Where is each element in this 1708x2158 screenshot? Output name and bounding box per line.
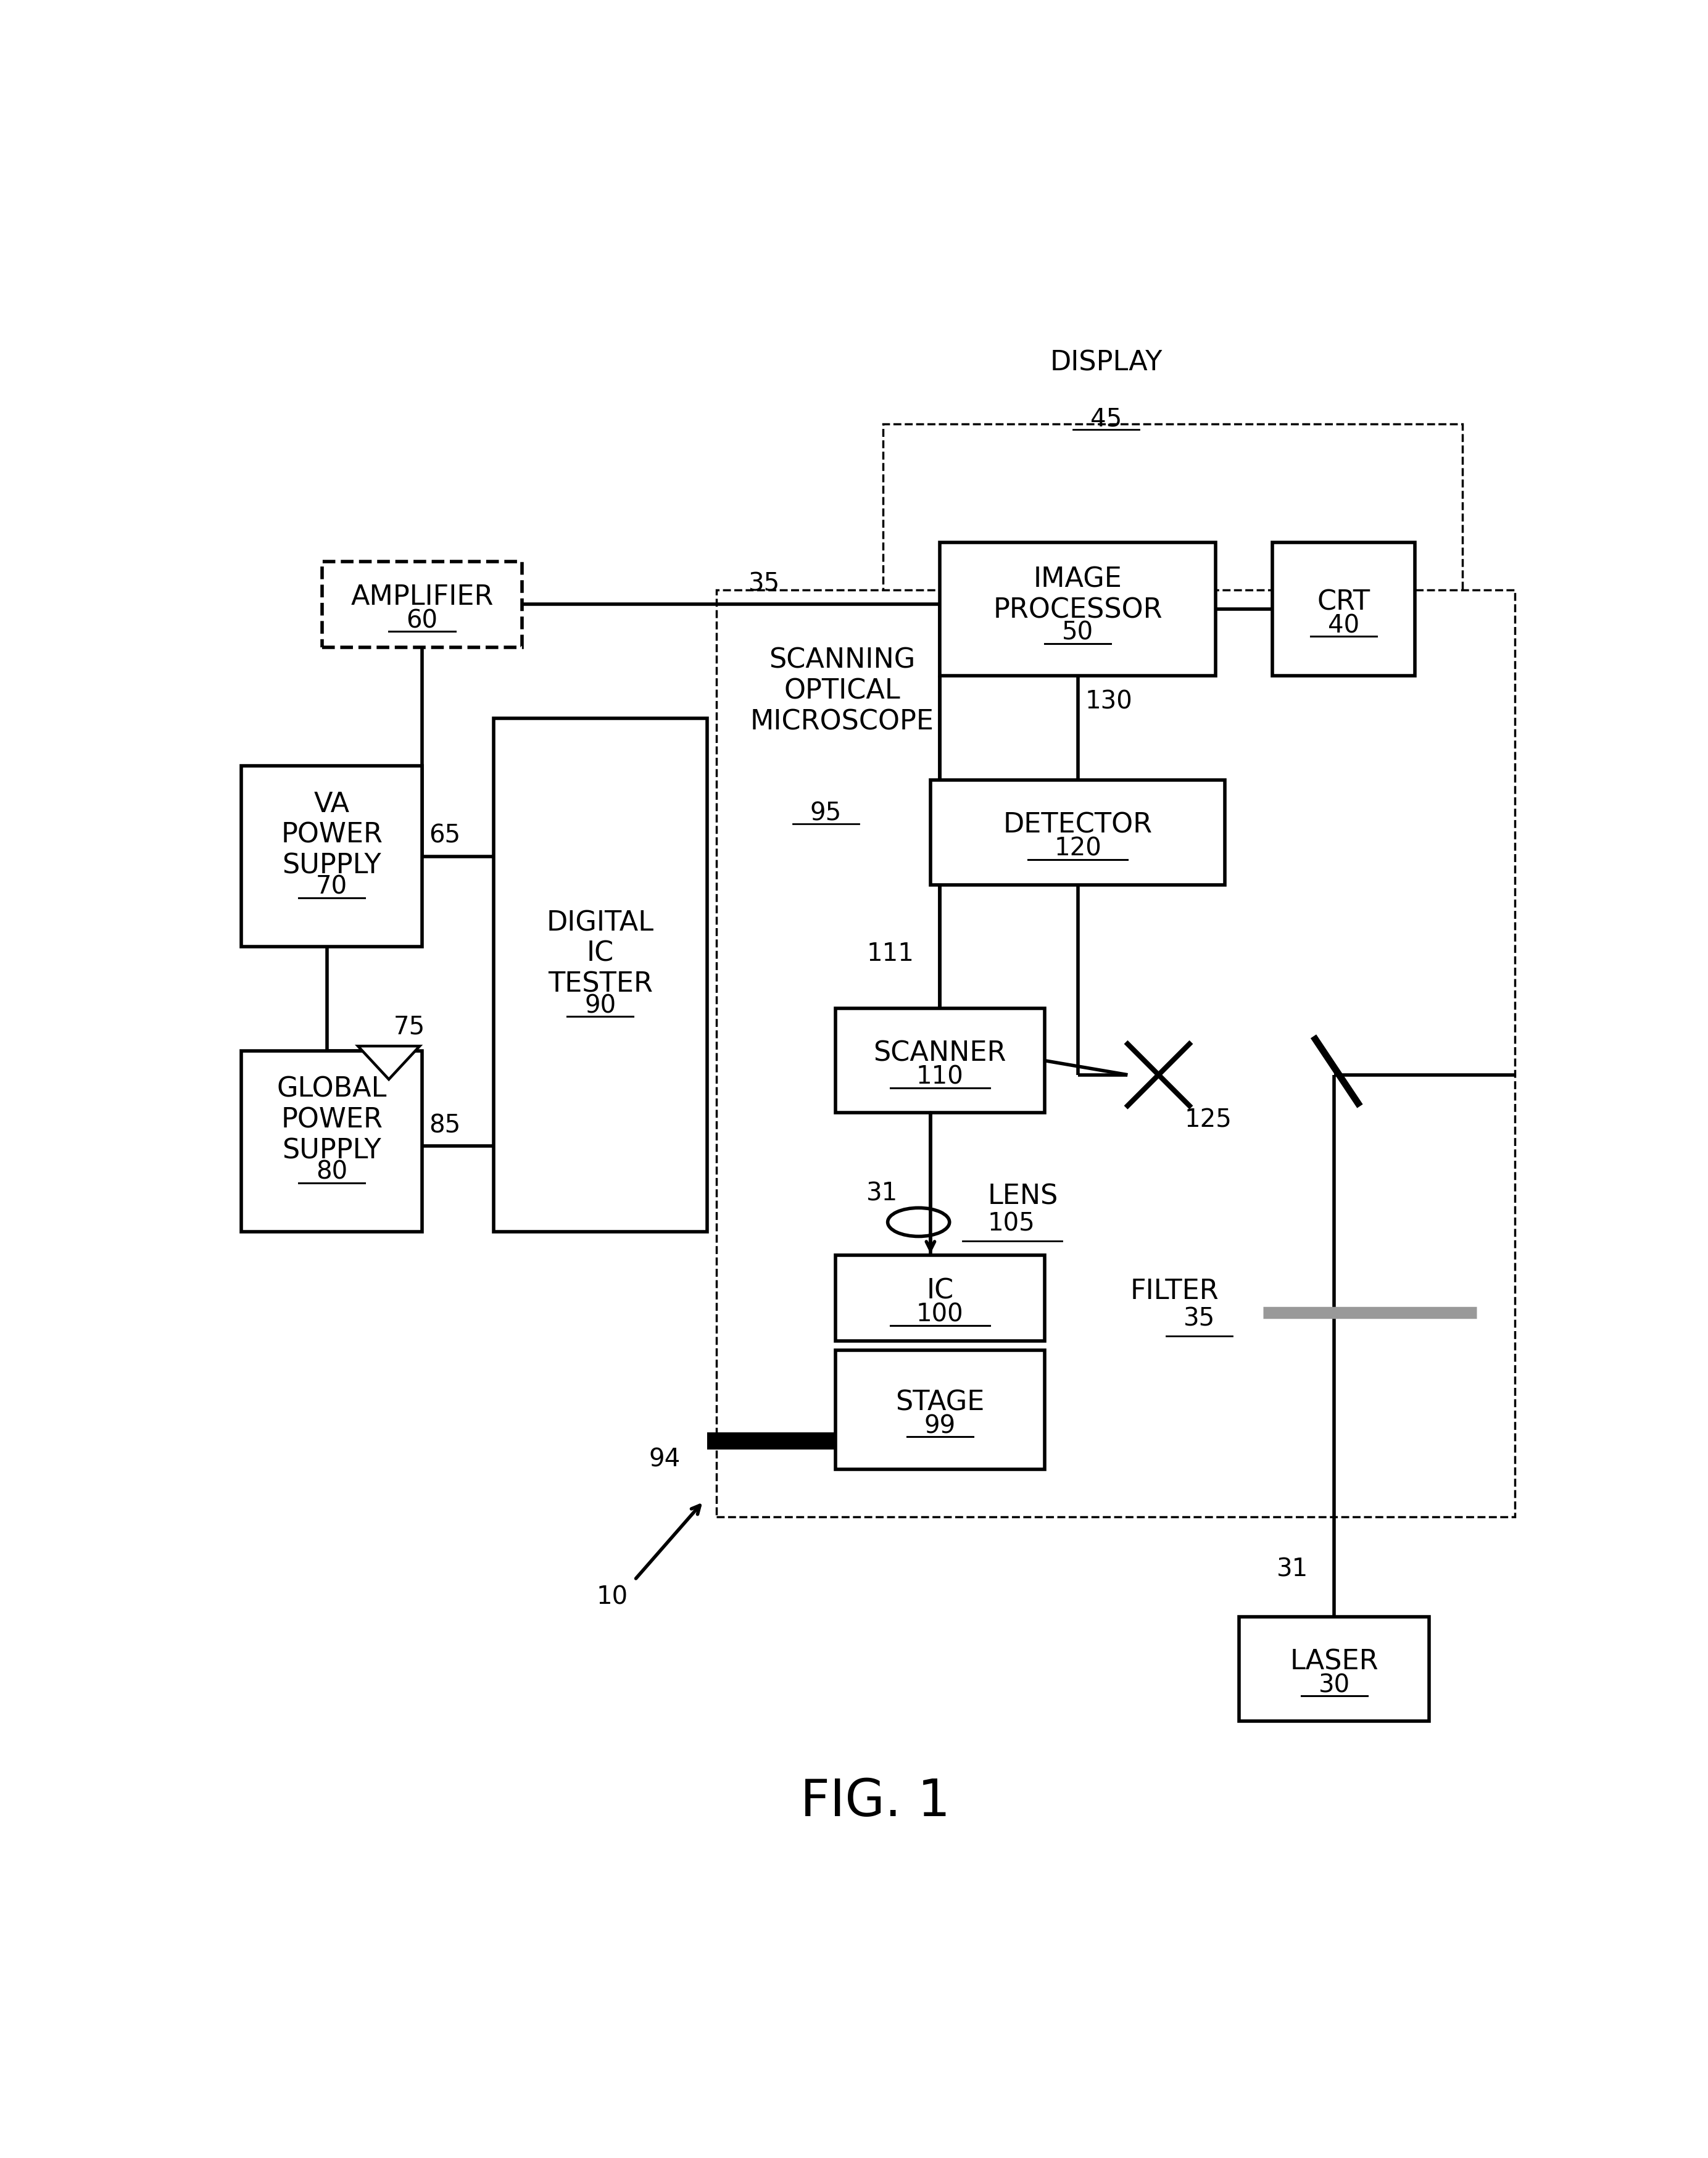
- Text: 35: 35: [1184, 1306, 1214, 1331]
- Bar: [883, 423, 1462, 829]
- Bar: [717, 589, 1515, 1517]
- Text: 30: 30: [1319, 1672, 1349, 1698]
- Polygon shape: [359, 1047, 420, 1079]
- Text: 70: 70: [316, 874, 347, 900]
- Bar: [323, 561, 523, 647]
- Text: 31: 31: [866, 1183, 898, 1206]
- Text: GLOBAL
POWER
SUPPLY: GLOBAL POWER SUPPLY: [277, 1077, 386, 1163]
- Text: FILTER: FILTER: [1131, 1278, 1220, 1306]
- Text: 130: 130: [1085, 691, 1132, 714]
- Text: IMAGE
PROCESSOR: IMAGE PROCESSOR: [992, 565, 1163, 624]
- Text: 120: 120: [1054, 837, 1102, 861]
- Bar: [241, 1051, 422, 1232]
- Text: VA
POWER
SUPPLY: VA POWER SUPPLY: [280, 790, 383, 878]
- Bar: [939, 542, 1216, 675]
- Text: FIG. 1: FIG. 1: [801, 1776, 950, 1828]
- Text: 111: 111: [866, 941, 914, 967]
- Text: 90: 90: [584, 993, 617, 1019]
- Text: DISPLAY: DISPLAY: [1050, 350, 1163, 375]
- Text: 85: 85: [429, 1114, 461, 1139]
- Bar: [241, 766, 422, 947]
- Bar: [1240, 1616, 1430, 1722]
- Text: 50: 50: [1062, 622, 1093, 645]
- Text: 100: 100: [915, 1303, 963, 1327]
- Text: 110: 110: [915, 1064, 963, 1090]
- Text: LASER: LASER: [1290, 1649, 1378, 1675]
- Text: 45: 45: [1090, 406, 1122, 432]
- Text: 94: 94: [649, 1448, 680, 1472]
- Text: SCANNER: SCANNER: [873, 1040, 1006, 1066]
- Text: 80: 80: [316, 1159, 347, 1185]
- Bar: [835, 1256, 1045, 1340]
- Text: 99: 99: [924, 1413, 956, 1439]
- Text: 75: 75: [393, 1014, 425, 1040]
- Bar: [494, 719, 707, 1232]
- Bar: [931, 781, 1225, 885]
- Text: 125: 125: [1185, 1107, 1231, 1133]
- Text: 105: 105: [987, 1211, 1035, 1237]
- Text: CRT: CRT: [1317, 589, 1370, 615]
- Bar: [1272, 542, 1416, 675]
- Text: 10: 10: [596, 1586, 629, 1610]
- Text: DETECTOR: DETECTOR: [1003, 811, 1153, 839]
- Text: SCANNING
OPTICAL
MICROSCOPE: SCANNING OPTICAL MICROSCOPE: [750, 647, 934, 736]
- Text: 65: 65: [429, 824, 461, 848]
- Text: DIGITAL
IC
TESTER: DIGITAL IC TESTER: [547, 911, 654, 997]
- Text: AMPLIFIER: AMPLIFIER: [350, 585, 494, 611]
- Text: LENS: LENS: [987, 1183, 1057, 1211]
- Ellipse shape: [888, 1208, 950, 1237]
- Text: STAGE: STAGE: [895, 1390, 984, 1416]
- Bar: [835, 1008, 1045, 1114]
- Text: 60: 60: [407, 609, 437, 634]
- Text: 95: 95: [810, 801, 842, 827]
- Text: 35: 35: [748, 572, 781, 596]
- Text: IC: IC: [926, 1278, 953, 1303]
- Text: 31: 31: [1276, 1556, 1308, 1582]
- Bar: [835, 1351, 1045, 1470]
- Text: 40: 40: [1329, 613, 1360, 639]
